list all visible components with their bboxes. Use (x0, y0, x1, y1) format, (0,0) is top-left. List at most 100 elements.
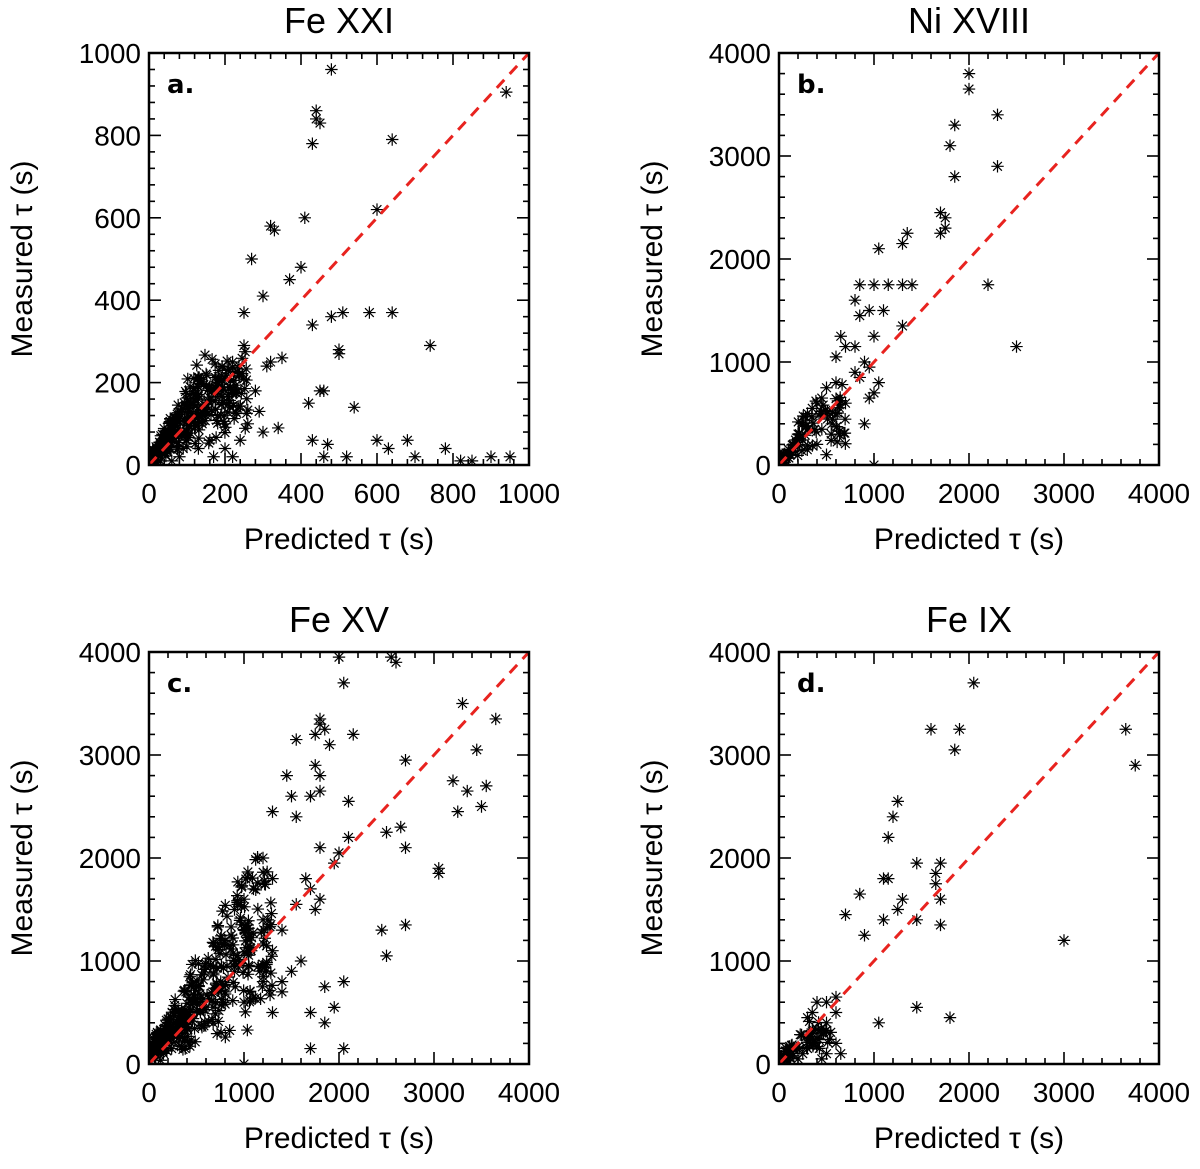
y-axis-label: Measured τ (s) (6, 760, 39, 957)
scatter-panel-4: Fe IX 0 1000 2000 3000 4000 0 1000 2000 3000 4000 P… (636, 599, 1190, 1155)
data-point (176, 1027, 189, 1040)
data-point (313, 116, 327, 130)
data-point (240, 392, 253, 405)
x-tick-label: 4000 (1128, 478, 1190, 509)
data-point (812, 408, 826, 422)
data-point (256, 289, 270, 303)
data-point (251, 902, 265, 916)
data-point (810, 1023, 824, 1037)
data-point (991, 160, 1004, 173)
data-point (328, 1001, 341, 1014)
data-point (313, 784, 327, 798)
data-point (246, 926, 260, 940)
data-point (188, 1035, 202, 1048)
data-point (424, 339, 437, 352)
y-tick-label: 0 (755, 450, 771, 481)
data-point (454, 454, 467, 465)
data-point (228, 366, 242, 379)
data-point (162, 439, 175, 453)
data-point (217, 415, 230, 428)
data-point (266, 1006, 279, 1019)
data-point (370, 434, 384, 447)
data-point (241, 1023, 254, 1037)
data-point (154, 1024, 167, 1038)
data-point (244, 942, 257, 955)
data-point (235, 880, 248, 894)
data-point (790, 436, 803, 449)
data-point (853, 309, 866, 322)
data-point (215, 960, 228, 973)
data-point (174, 405, 187, 418)
y-tick-label: 1000 (709, 347, 771, 378)
y-tick-label: 3000 (709, 141, 771, 172)
y-tick-label: 200 (94, 368, 141, 399)
y-tick-label: 4000 (79, 637, 141, 668)
data-point (792, 415, 805, 429)
data-point (304, 1006, 317, 1019)
data-point (275, 923, 289, 937)
data-point (839, 908, 852, 921)
data-point (313, 841, 327, 854)
data-point (218, 372, 232, 385)
data-point (318, 723, 331, 736)
data-point (215, 929, 228, 943)
data-point (779, 1045, 792, 1058)
data-point (263, 984, 276, 997)
data-point (939, 221, 952, 235)
data-point (206, 1001, 220, 1014)
data-point (190, 1005, 203, 1018)
data-point (820, 1024, 833, 1037)
data-point (195, 399, 209, 412)
data-point (234, 911, 247, 925)
data-point (163, 1035, 177, 1049)
data-point (203, 390, 216, 404)
data-point (197, 403, 210, 416)
data-point (253, 964, 267, 978)
data-point (342, 831, 355, 844)
data-point (275, 985, 289, 999)
data-point (792, 432, 805, 445)
data-point (833, 391, 847, 404)
data-point (782, 1054, 795, 1064)
data-point (779, 1042, 793, 1055)
data-point (210, 962, 224, 975)
data-point (399, 753, 412, 767)
data-point (465, 454, 479, 465)
data-point (187, 382, 200, 395)
data-point (229, 954, 242, 968)
data-point (242, 914, 255, 927)
data-point (211, 919, 225, 932)
data-point (260, 865, 274, 879)
x-tick-label: 3000 (403, 1077, 465, 1108)
y-tick-label: 4000 (709, 38, 771, 69)
data-point (161, 424, 175, 437)
data-point (230, 889, 244, 902)
data-point (240, 923, 254, 936)
data-point (796, 433, 810, 447)
data-point (237, 306, 251, 319)
data-point (215, 374, 229, 387)
data-point (165, 1026, 178, 1039)
data-point (896, 278, 909, 291)
data-point (163, 1016, 176, 1029)
data-point (877, 913, 890, 926)
data-point (183, 1039, 197, 1053)
data-point (202, 952, 215, 965)
x-tick-label: 3000 (1033, 478, 1095, 509)
data-point (149, 447, 161, 460)
data-point (382, 442, 395, 455)
data-point (826, 413, 839, 426)
data-point (867, 330, 881, 343)
data-point (192, 979, 205, 992)
panel-label: c. (167, 669, 192, 699)
data-point (810, 397, 824, 410)
data-point (837, 426, 851, 440)
x-tick-label: 0 (141, 1077, 157, 1108)
data-point (815, 391, 828, 405)
x-tick-label: 0 (771, 478, 787, 509)
data-point (212, 1015, 225, 1028)
data-point (399, 918, 412, 932)
data-point (934, 206, 947, 219)
data-point (200, 988, 214, 1002)
data-point (380, 826, 393, 839)
